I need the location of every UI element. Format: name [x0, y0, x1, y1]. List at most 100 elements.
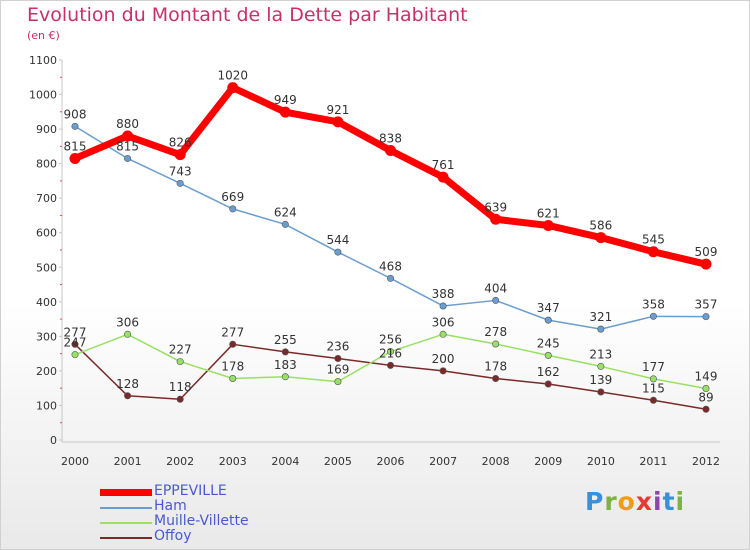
data-point	[176, 395, 184, 403]
data-label: 128	[116, 377, 139, 391]
data-label: 183	[274, 358, 297, 372]
data-point	[544, 316, 552, 324]
data-point	[229, 375, 237, 383]
data-label: 357	[695, 298, 718, 312]
y-tick-label: 100	[36, 399, 57, 412]
x-tick-label: 2002	[166, 455, 194, 468]
chart-unit-label: (en €)	[27, 29, 60, 42]
legend-label-eppeville: EPPEVILLE	[154, 483, 227, 499]
data-point	[702, 385, 710, 393]
data-point	[595, 232, 607, 244]
y-tick-label: 0	[50, 434, 57, 447]
data-point	[439, 302, 447, 310]
data-label: 118	[169, 380, 192, 394]
legend-swatch-offoy	[100, 537, 152, 539]
data-label: 358	[642, 297, 665, 311]
data-label: 115	[642, 381, 665, 395]
data-label: 388	[432, 287, 455, 301]
data-label: 306	[432, 315, 455, 329]
legend-swatch-eppeville	[100, 489, 152, 496]
data-label: 639	[484, 200, 507, 214]
data-label: 545	[642, 233, 665, 247]
data-label: 255	[274, 333, 297, 347]
data-label: 169	[326, 363, 349, 377]
x-tick-label: 2004	[271, 455, 299, 468]
data-point	[122, 130, 134, 142]
data-point	[597, 362, 605, 370]
logo-letter: i	[653, 487, 663, 516]
data-label: 509	[695, 245, 718, 259]
legend-item-muille-villette: Muille-Villette	[100, 513, 320, 529]
data-label: 89	[698, 390, 713, 404]
data-label: 256	[379, 333, 402, 347]
x-tick-label: 2007	[429, 455, 457, 468]
x-tick-label: 2000	[61, 455, 89, 468]
data-point	[386, 348, 394, 356]
data-label: 921	[326, 103, 349, 117]
data-label: 761	[432, 158, 455, 172]
data-label: 139	[589, 373, 612, 387]
y-tick-label: 600	[36, 227, 57, 240]
y-tick-label: 800	[36, 158, 57, 171]
x-tick-label: 2009	[534, 455, 562, 468]
data-label: 149	[695, 370, 718, 384]
data-point	[439, 330, 447, 338]
data-label: 177	[642, 360, 665, 374]
data-point	[649, 375, 657, 383]
data-label: 247	[64, 336, 87, 350]
y-tick-label: 700	[36, 192, 57, 205]
data-label: 815	[64, 139, 87, 153]
data-label: 743	[169, 164, 192, 178]
data-point	[492, 296, 500, 304]
y-tick-label: 200	[36, 365, 57, 378]
data-point	[334, 378, 342, 386]
data-point	[702, 405, 710, 413]
logo-letter: x	[635, 487, 653, 516]
y-tick-label: 900	[36, 123, 57, 136]
data-label: 227	[169, 343, 192, 357]
data-label: 838	[379, 132, 402, 146]
data-label: 826	[169, 136, 192, 150]
data-point	[700, 258, 712, 270]
data-point	[492, 375, 500, 383]
logo-letter: t	[662, 487, 676, 516]
logo-letter: o	[617, 487, 636, 516]
data-point	[332, 116, 344, 128]
data-point	[176, 179, 184, 187]
data-label: 277	[64, 325, 87, 339]
legend-swatch-ham	[100, 507, 152, 509]
data-label: 908	[64, 107, 87, 121]
proxiti-logo: Proxiti	[585, 487, 685, 516]
logo-letter: r	[604, 487, 618, 516]
data-point	[124, 392, 132, 400]
data-point	[227, 82, 239, 94]
data-point	[647, 246, 659, 258]
data-label: 321	[589, 310, 612, 324]
data-point	[597, 388, 605, 396]
data-point	[542, 219, 554, 231]
data-point	[544, 380, 552, 388]
data-point	[702, 313, 710, 321]
y-tick-label: 400	[36, 296, 57, 309]
x-tick-label: 2003	[219, 455, 247, 468]
data-point	[176, 358, 184, 366]
data-point	[490, 213, 502, 225]
data-point	[71, 340, 79, 348]
x-tick-label: 2011	[639, 455, 667, 468]
data-label: 213	[589, 347, 612, 361]
y-tick-label: 300	[36, 330, 57, 343]
legend-item-ham: Ham	[100, 498, 320, 514]
data-label: 669	[221, 190, 244, 204]
data-point	[279, 106, 291, 118]
data-point	[649, 312, 657, 320]
data-label: 468	[379, 259, 402, 273]
data-label: 162	[537, 365, 560, 379]
data-label: 880	[116, 117, 139, 131]
data-label: 621	[537, 206, 560, 220]
data-point	[492, 340, 500, 348]
data-point	[649, 396, 657, 404]
data-label: 178	[221, 360, 244, 374]
data-point	[439, 367, 447, 375]
